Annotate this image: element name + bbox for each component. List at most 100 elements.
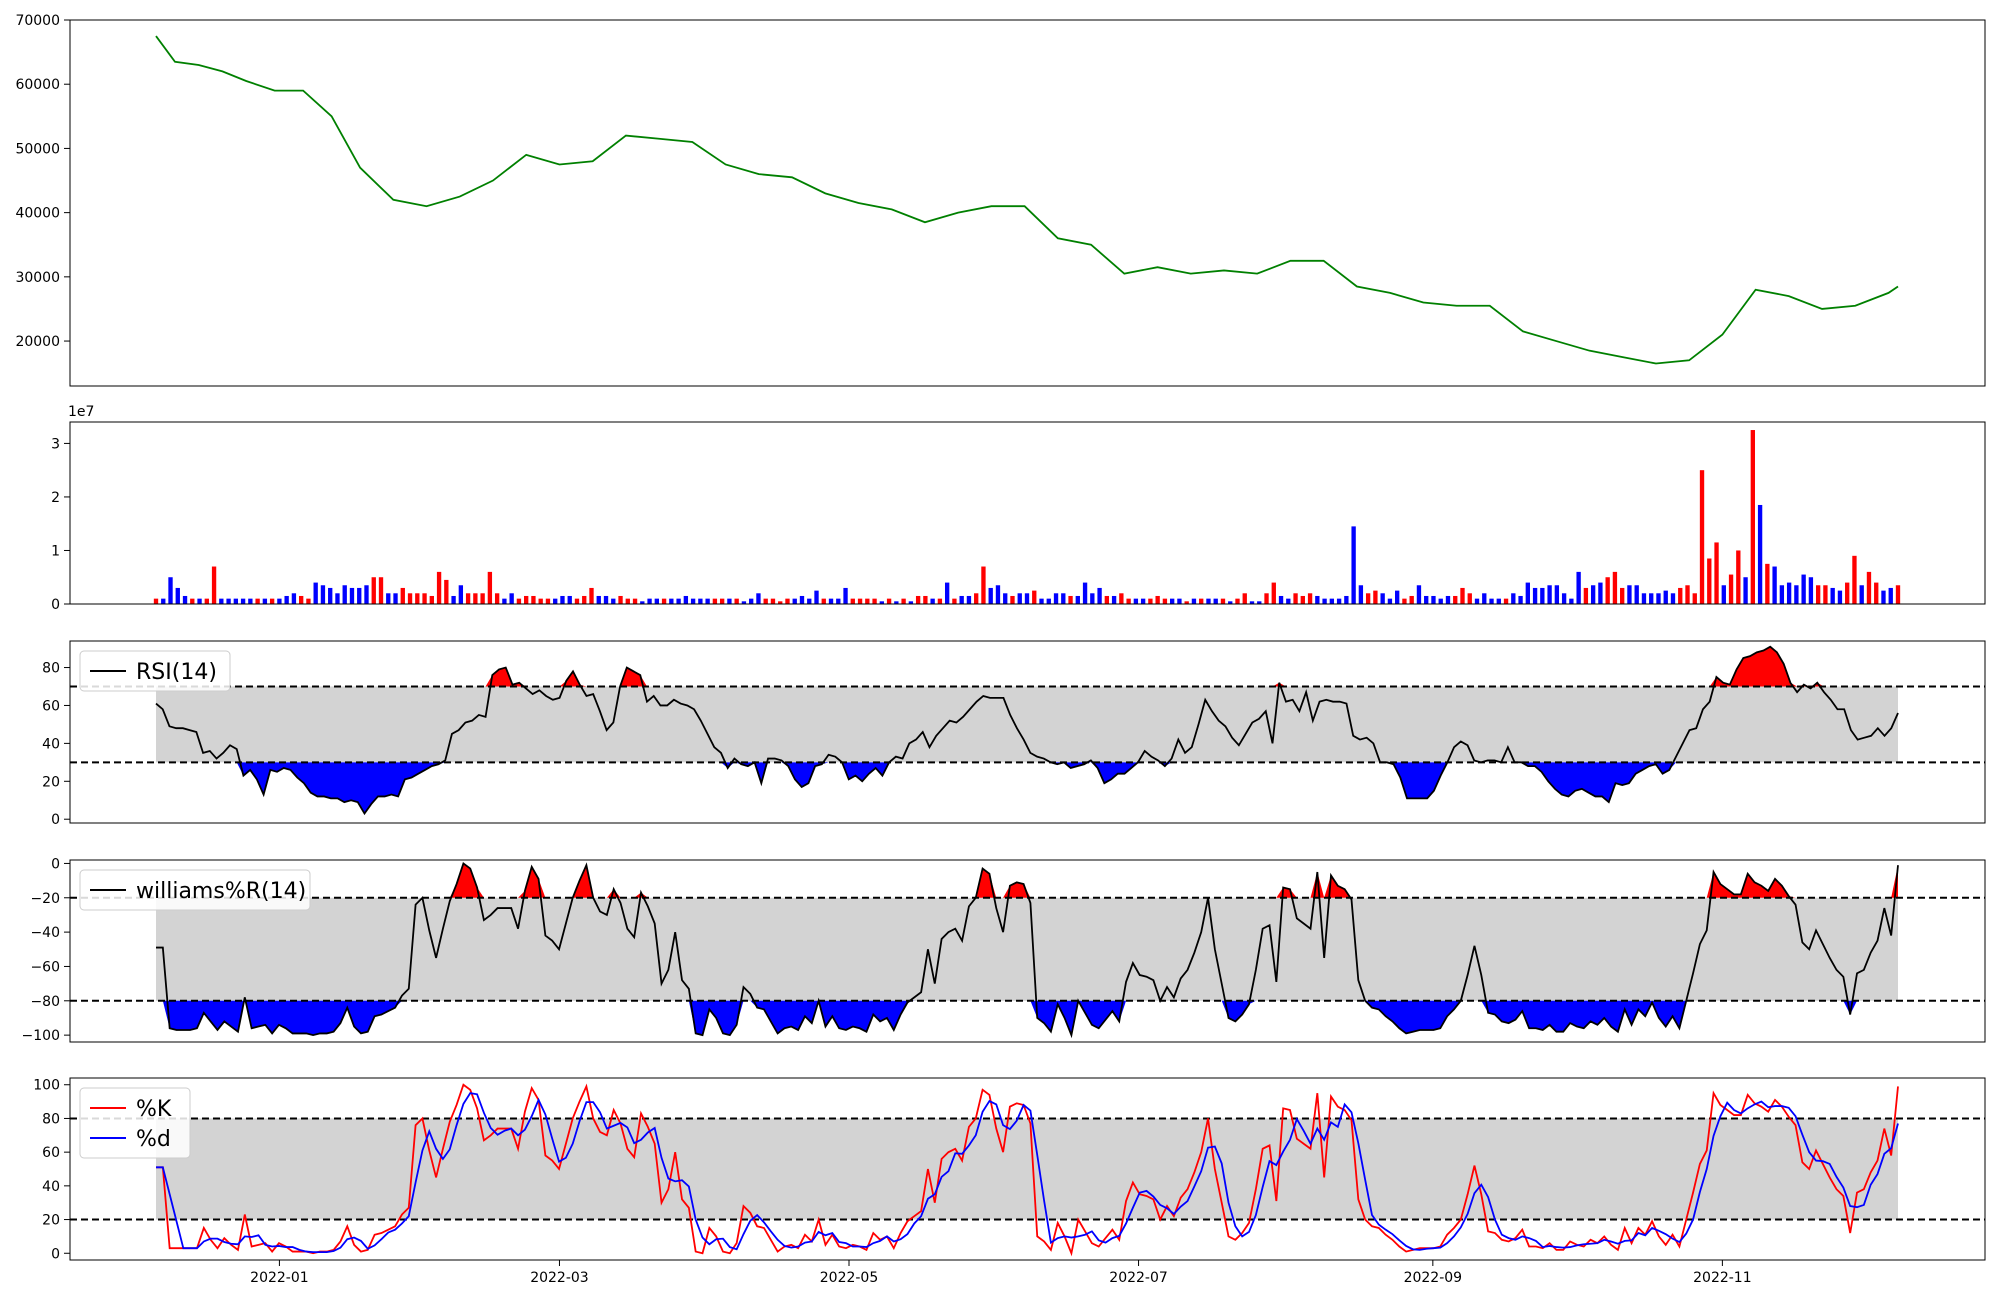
volume-bar-234 (1852, 555, 1857, 604)
rsi-ytick-label-2: 40 (42, 736, 60, 752)
volume-bar-66 (632, 598, 638, 604)
volume-bar-122 (1039, 598, 1044, 604)
volume-bar-4 (182, 595, 188, 604)
volume-bar-165 (1351, 526, 1356, 604)
stoch-ytick-label-3: 60 (42, 1145, 60, 1161)
volume-bar-6 (197, 598, 202, 604)
volume-bar-196 (1576, 571, 1581, 604)
volume-bar-39 (436, 571, 442, 604)
stoch-legend-label-0: %K (136, 1097, 172, 1122)
volume-bar-91 (814, 590, 819, 604)
volume-bar-85 (770, 598, 776, 604)
volume-bar-30 (371, 577, 376, 604)
volume-bar-230 (1823, 585, 1828, 604)
volume-bar-235 (1859, 585, 1864, 604)
volume-bar-148 (1228, 601, 1233, 604)
volume-bar-179 (1453, 595, 1458, 604)
price-ytick-label-4: 60000 (15, 77, 60, 93)
volume-bar-52 (531, 595, 536, 604)
volume-bar-191 (1540, 587, 1545, 604)
volume-bar-236 (1866, 571, 1872, 604)
stoch-ytick-label-5: 100 (33, 1078, 60, 1094)
price-ytick-label-3: 50000 (15, 141, 60, 157)
rsi-legend-label-0: RSI(14) (136, 660, 217, 685)
stoch-band (156, 1118, 1898, 1220)
volume-bar-8 (211, 566, 217, 604)
volume-bar-12 (240, 598, 246, 604)
volume-bar-177 (1438, 598, 1443, 604)
volume-bar-81 (741, 601, 747, 604)
volume-bar-47 (494, 593, 500, 604)
volume-bar-38 (429, 595, 434, 604)
volume-bar-33 (393, 593, 398, 604)
volume-bar-117 (1003, 593, 1008, 604)
rsi-ytick-label-1: 20 (42, 774, 60, 790)
volume-bar-45 (480, 593, 485, 604)
volume-bar-98 (865, 598, 870, 604)
volume-bar-80 (734, 598, 739, 604)
volume-bar-138 (1155, 595, 1160, 604)
volume-bar-152 (1257, 601, 1262, 604)
volume-bar-48 (502, 598, 507, 604)
volume-bar-197 (1583, 587, 1589, 604)
volume-bar-13 (248, 598, 253, 604)
price-ytick-label-5: 70000 (15, 13, 60, 29)
volume-bar-20 (298, 595, 304, 604)
volume-bar-202 (1620, 587, 1625, 604)
rsi-band (156, 686, 1898, 763)
volume-bar-127 (1075, 595, 1080, 604)
rsi-ytick-label-4: 80 (42, 661, 60, 677)
volume-bar-160 (1315, 595, 1320, 604)
volume-bar-126 (1068, 595, 1073, 604)
volume-bar-207 (1656, 593, 1661, 604)
volume-bar-87 (785, 598, 790, 604)
volume-ytick-label-3: 3 (51, 436, 60, 452)
volume-bar-69 (654, 598, 659, 604)
volume-bar-233 (1845, 582, 1850, 604)
volume-bar-146 (1213, 598, 1218, 604)
volume-bar-60 (589, 587, 594, 604)
volume-bar-237 (1874, 582, 1879, 604)
volume-bar-34 (400, 587, 405, 604)
volume-panel-frame (69, 421, 1986, 605)
volume-bar-240 (1895, 585, 1901, 604)
volume-bar-208 (1663, 590, 1668, 604)
volume-bar-73 (683, 595, 689, 604)
williams-overbought-fill (156, 863, 1898, 898)
volume-bar-71 (669, 598, 674, 604)
volume-bar-147 (1220, 598, 1226, 604)
volume-bar-192 (1547, 585, 1552, 604)
volume-bar-109 (944, 582, 950, 604)
volume-bar-97 (857, 598, 863, 604)
volume-bar-128 (1082, 582, 1088, 604)
volume-bar-201 (1612, 571, 1618, 604)
volume-bar-200 (1605, 577, 1610, 604)
volume-bar-94 (836, 598, 841, 604)
volume-bar-153 (1264, 593, 1269, 604)
volume-bar-40 (444, 579, 449, 604)
volume-bar-166 (1358, 585, 1364, 604)
volume-bar-75 (698, 598, 703, 604)
volume-bar-18 (284, 595, 289, 604)
volume-bar-186 (1503, 598, 1509, 604)
volume-bar-95 (843, 587, 848, 604)
volume-bar-44 (473, 593, 478, 604)
volume-bar-198 (1590, 585, 1596, 604)
volume-bar-99 (872, 598, 877, 604)
volume-bar-25 (335, 593, 340, 604)
volume-bar-10 (226, 598, 231, 604)
volume-bar-149 (1235, 598, 1240, 604)
volume-bar-27 (349, 587, 355, 604)
volume-bar-24 (328, 587, 333, 604)
volume-bar-228 (1808, 577, 1814, 604)
volume-bar-140 (1169, 598, 1175, 604)
x-tick-label-1: 2022-03 (530, 1270, 589, 1286)
volume-bar-139 (1162, 598, 1168, 604)
volume-bar-108 (937, 598, 943, 604)
volume-bar-180 (1460, 587, 1465, 604)
volume-bar-11 (233, 598, 239, 604)
rsi-panel-frame (69, 640, 1986, 824)
volume-bar-194 (1561, 593, 1567, 604)
volume-bar-212 (1692, 593, 1697, 604)
